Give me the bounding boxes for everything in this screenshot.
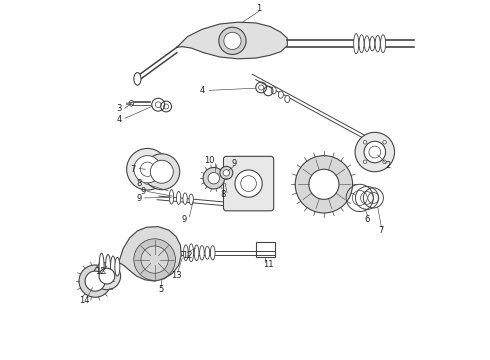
Text: 5: 5: [158, 285, 163, 294]
Text: 1: 1: [256, 4, 261, 13]
Ellipse shape: [285, 95, 290, 103]
Text: 11: 11: [263, 260, 273, 269]
Circle shape: [369, 146, 381, 158]
Circle shape: [355, 132, 394, 172]
Text: 13: 13: [172, 271, 182, 280]
Ellipse shape: [111, 256, 116, 278]
Text: 8: 8: [221, 190, 226, 199]
Text: 7: 7: [379, 226, 384, 235]
Ellipse shape: [129, 100, 133, 106]
Ellipse shape: [99, 253, 104, 280]
Ellipse shape: [375, 36, 380, 52]
Ellipse shape: [176, 192, 181, 204]
Circle shape: [223, 170, 230, 176]
Circle shape: [241, 176, 256, 192]
Ellipse shape: [359, 35, 364, 53]
Circle shape: [208, 172, 220, 184]
Text: 8: 8: [137, 179, 142, 188]
Circle shape: [93, 262, 121, 290]
Circle shape: [141, 246, 168, 273]
Text: 3: 3: [116, 104, 122, 113]
FancyBboxPatch shape: [223, 156, 274, 211]
Ellipse shape: [183, 245, 188, 261]
Circle shape: [144, 154, 180, 190]
Ellipse shape: [105, 255, 111, 279]
Text: 4: 4: [116, 114, 122, 123]
Polygon shape: [177, 22, 287, 59]
Circle shape: [203, 167, 224, 189]
Ellipse shape: [365, 36, 369, 51]
Circle shape: [79, 265, 111, 297]
Ellipse shape: [170, 190, 173, 204]
Circle shape: [363, 160, 367, 163]
Circle shape: [99, 268, 115, 284]
Text: 10: 10: [204, 156, 215, 165]
Circle shape: [363, 140, 367, 144]
Circle shape: [150, 160, 173, 183]
Circle shape: [383, 160, 386, 163]
Circle shape: [140, 162, 155, 176]
Polygon shape: [119, 226, 181, 281]
Circle shape: [220, 166, 233, 179]
Text: 12: 12: [182, 251, 192, 260]
Ellipse shape: [183, 193, 187, 204]
Circle shape: [364, 141, 386, 163]
Ellipse shape: [271, 87, 276, 94]
Ellipse shape: [354, 34, 359, 54]
Text: 9: 9: [181, 215, 187, 224]
Circle shape: [224, 32, 241, 49]
Text: 9: 9: [232, 159, 237, 168]
Circle shape: [126, 148, 168, 190]
Text: 6: 6: [364, 215, 369, 224]
Circle shape: [219, 27, 246, 54]
Circle shape: [134, 239, 175, 280]
Circle shape: [295, 156, 353, 213]
Ellipse shape: [210, 246, 215, 260]
Ellipse shape: [134, 73, 141, 85]
Text: 9: 9: [137, 194, 142, 203]
Text: 9: 9: [140, 187, 146, 196]
Circle shape: [309, 169, 339, 199]
Ellipse shape: [199, 246, 204, 260]
Ellipse shape: [194, 245, 199, 261]
Circle shape: [383, 140, 386, 144]
Ellipse shape: [278, 91, 283, 98]
Circle shape: [235, 170, 262, 197]
Ellipse shape: [189, 244, 194, 262]
Circle shape: [134, 156, 161, 183]
Text: 14: 14: [79, 296, 90, 305]
Text: 2: 2: [386, 161, 391, 170]
Ellipse shape: [370, 37, 375, 51]
Ellipse shape: [189, 194, 194, 205]
Text: 7: 7: [130, 165, 136, 174]
Ellipse shape: [205, 246, 210, 259]
Circle shape: [85, 271, 105, 291]
Ellipse shape: [115, 257, 120, 276]
Text: 12: 12: [96, 267, 106, 276]
Text: 4: 4: [199, 86, 205, 95]
Ellipse shape: [381, 35, 386, 53]
